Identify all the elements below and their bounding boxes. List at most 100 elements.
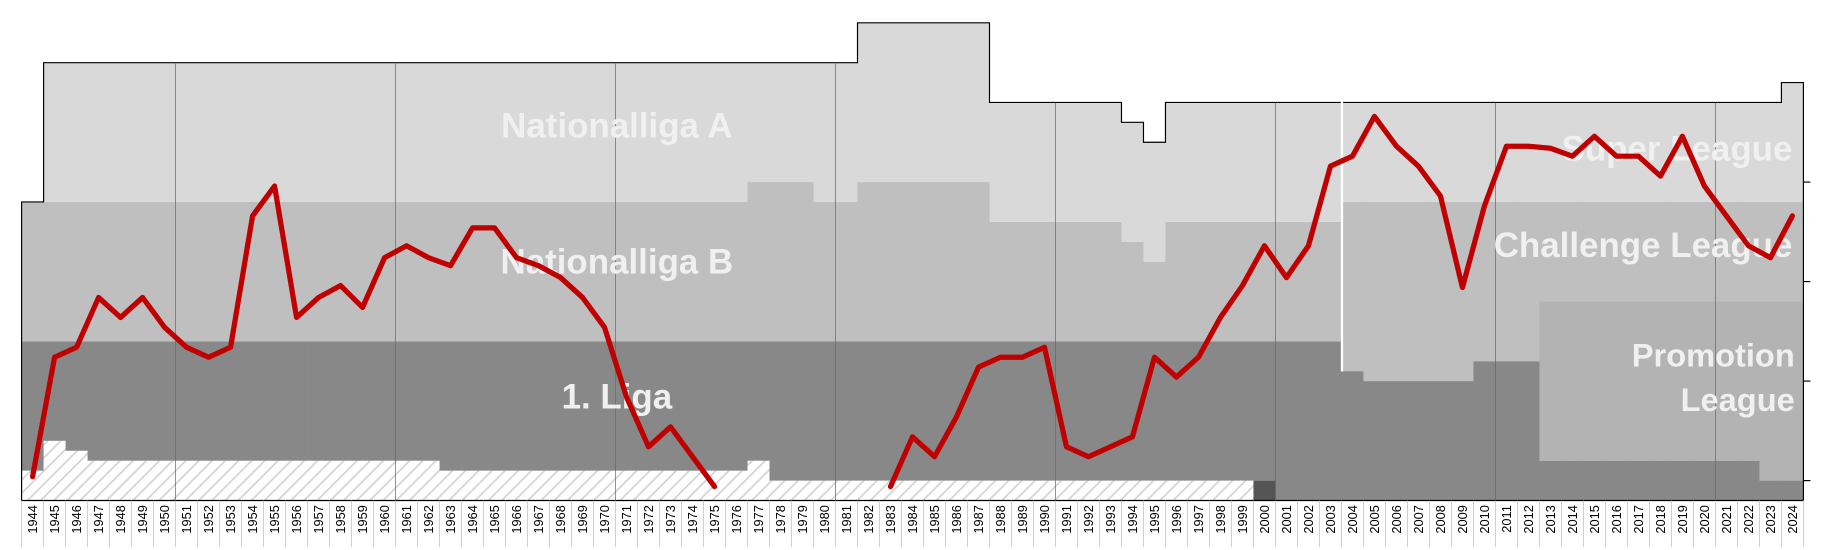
league-band bbox=[1187, 341, 1210, 481]
league-band bbox=[681, 201, 704, 342]
league-band bbox=[901, 182, 924, 342]
league-band bbox=[329, 62, 352, 202]
x-tick-label: 2001 bbox=[1279, 505, 1294, 533]
league-band bbox=[1451, 381, 1474, 501]
league-band bbox=[1561, 301, 1584, 461]
league-band bbox=[1231, 102, 1254, 222]
league-band bbox=[1055, 480, 1078, 501]
league-band bbox=[175, 201, 198, 342]
league-band bbox=[1033, 480, 1056, 501]
league-band bbox=[1275, 221, 1298, 342]
league-band bbox=[395, 62, 418, 202]
league-band bbox=[1583, 460, 1606, 501]
league-band bbox=[21, 470, 44, 501]
league-band bbox=[1627, 201, 1650, 302]
x-tick-label: 1945 bbox=[47, 505, 62, 533]
league-band bbox=[263, 341, 286, 461]
league-band bbox=[1165, 102, 1188, 222]
x-tick-label: 2005 bbox=[1367, 505, 1382, 533]
x-tick-label: 1973 bbox=[663, 505, 678, 533]
league-band bbox=[1671, 201, 1694, 302]
league-band bbox=[1781, 480, 1804, 501]
league-band bbox=[681, 62, 704, 202]
league-band bbox=[879, 341, 902, 481]
league-band bbox=[395, 201, 418, 342]
league-band bbox=[87, 341, 110, 461]
x-tick-label: 1998 bbox=[1213, 505, 1228, 533]
x-tick-label: 1993 bbox=[1103, 505, 1118, 533]
league-band bbox=[1649, 201, 1672, 302]
x-tick-label: 1995 bbox=[1147, 505, 1162, 533]
league-band bbox=[1693, 301, 1716, 461]
league-band bbox=[351, 460, 374, 501]
league-band bbox=[1451, 201, 1474, 382]
league-band bbox=[1033, 341, 1056, 481]
league-band bbox=[1297, 341, 1320, 501]
x-tick-label: 1974 bbox=[685, 505, 700, 533]
league-band bbox=[153, 460, 176, 501]
league-band bbox=[879, 182, 902, 342]
league-band bbox=[1011, 480, 1034, 501]
league-band bbox=[175, 341, 198, 461]
league-band bbox=[505, 341, 528, 471]
league-band bbox=[747, 341, 770, 461]
x-tick-label: 2000 bbox=[1257, 505, 1272, 533]
league-band bbox=[1649, 301, 1672, 461]
x-tick-label: 2009 bbox=[1455, 505, 1470, 533]
league-band bbox=[769, 62, 792, 183]
league-band bbox=[923, 182, 946, 342]
x-tick-label: 2010 bbox=[1477, 505, 1492, 533]
league-band bbox=[527, 62, 550, 202]
league-band bbox=[571, 341, 594, 471]
x-tick-label: 1949 bbox=[135, 505, 150, 533]
x-tick-label: 1985 bbox=[927, 505, 942, 533]
area-label: 1. Liga bbox=[562, 377, 673, 416]
league-band bbox=[1759, 480, 1782, 501]
league-band bbox=[417, 341, 440, 461]
x-tick-label: 1972 bbox=[641, 505, 656, 533]
league-band bbox=[1253, 221, 1276, 342]
league-band bbox=[505, 470, 528, 501]
league-band bbox=[725, 341, 748, 471]
league-band bbox=[1341, 201, 1364, 372]
league-band bbox=[307, 201, 330, 342]
league-band bbox=[417, 62, 440, 202]
league-band bbox=[1187, 221, 1210, 342]
league-band bbox=[1605, 460, 1628, 501]
league-band bbox=[725, 201, 748, 342]
x-tick-label: 1955 bbox=[267, 505, 282, 533]
league-band bbox=[1627, 301, 1650, 461]
league-band bbox=[1077, 102, 1100, 222]
x-tick-label: 2020 bbox=[1697, 505, 1712, 533]
league-band bbox=[967, 480, 990, 501]
league-band bbox=[1319, 221, 1342, 342]
league-band bbox=[1011, 341, 1034, 481]
league-band bbox=[1319, 341, 1342, 501]
league-band bbox=[1275, 341, 1298, 501]
league-band bbox=[1121, 241, 1144, 342]
league-band bbox=[857, 22, 880, 183]
league-band bbox=[1033, 221, 1056, 342]
league-band bbox=[219, 62, 242, 202]
league-band bbox=[153, 62, 176, 202]
x-tick-label: 2003 bbox=[1323, 505, 1338, 533]
league-band bbox=[1099, 480, 1122, 501]
league-band bbox=[945, 22, 968, 183]
league-band bbox=[1055, 341, 1078, 481]
x-tick-label: 1946 bbox=[69, 505, 84, 533]
league-band bbox=[1561, 460, 1584, 501]
league-band bbox=[417, 201, 440, 342]
league-band bbox=[1517, 361, 1540, 501]
league-band bbox=[1671, 460, 1694, 501]
league-band bbox=[1781, 301, 1804, 481]
league-band bbox=[1055, 221, 1078, 342]
league-band bbox=[835, 62, 858, 202]
league-band bbox=[703, 201, 726, 342]
x-tick-label: 1971 bbox=[619, 505, 634, 533]
league-band bbox=[1253, 102, 1276, 222]
league-band bbox=[21, 201, 44, 342]
league-band bbox=[351, 201, 374, 342]
league-band bbox=[307, 341, 330, 461]
league-band bbox=[219, 341, 242, 461]
